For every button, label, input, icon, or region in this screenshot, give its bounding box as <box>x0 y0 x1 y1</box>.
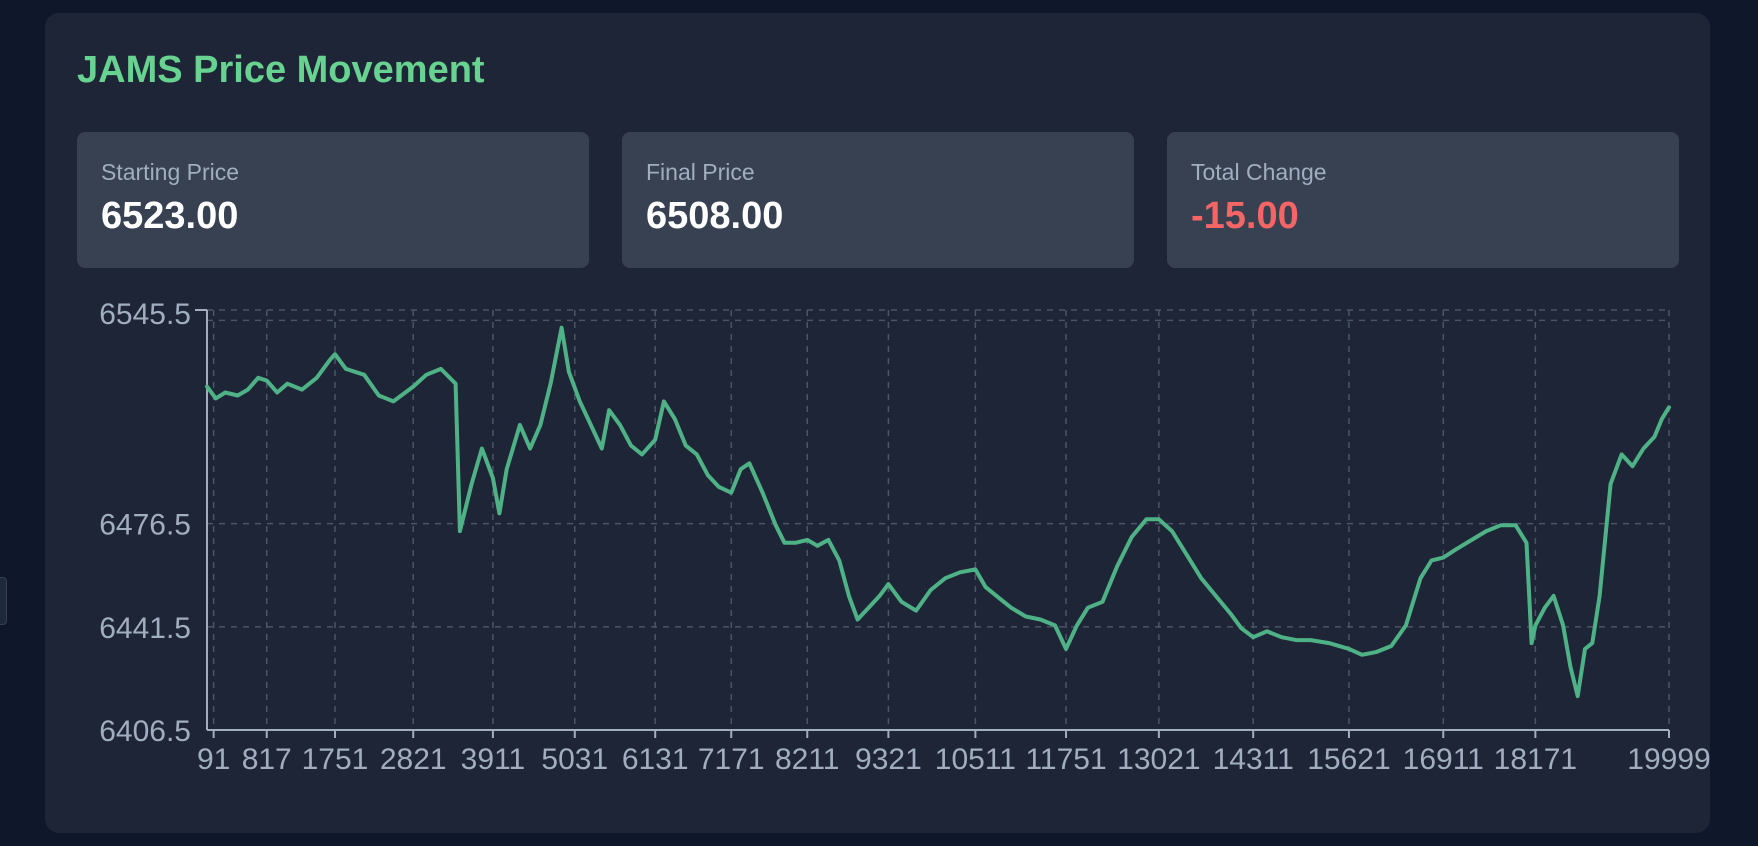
x-tick-label: 5031 <box>541 743 608 776</box>
x-tick-label: 2821 <box>380 743 447 776</box>
starting-price-value: 6523.00 <box>101 195 239 237</box>
x-tick-label: 13021 <box>1117 743 1200 776</box>
total-change-value: -15.00 <box>1191 195 1299 237</box>
side-panel-tab[interactable] <box>0 577 7 625</box>
price-series-line <box>205 325 1671 699</box>
x-tick-label: 817 <box>242 743 292 776</box>
x-tick-label: 11751 <box>1025 743 1106 776</box>
total-change-card: Total Change -15.00 <box>1167 132 1679 268</box>
x-tick-label: 10511 <box>935 743 1016 776</box>
starting-price-label: Starting Price <box>101 159 240 185</box>
x-tick-label: 14311 <box>1213 743 1294 776</box>
x-tick-label: 1751 <box>302 743 369 776</box>
x-tick-label: 7171 <box>698 743 765 776</box>
x-tick-label: 8211 <box>775 743 840 776</box>
x-tick-label: 18171 <box>1494 743 1577 776</box>
chart-panel: JAMS Price Movement Starting Price 6523.… <box>45 13 1710 833</box>
x-tick-label: 3911 <box>461 743 526 776</box>
final-price-card: Final Price 6508.00 <box>622 132 1134 268</box>
y-tick-label: 6476.5 <box>99 509 191 542</box>
y-tick-label: 6406.5 <box>99 715 191 748</box>
final-price-label: Final Price <box>646 159 755 185</box>
y-tick-label: 6545.5 <box>99 298 191 331</box>
x-tick-label: 19999 <box>1627 743 1710 776</box>
x-tick-label: 6131 <box>622 743 689 776</box>
starting-price-card: Starting Price 6523.00 <box>77 132 589 268</box>
y-tick-label: 6441.5 <box>99 612 191 645</box>
x-tick-label: 15621 <box>1307 743 1390 776</box>
page-title: JAMS Price Movement <box>77 49 485 91</box>
total-change-label: Total Change <box>1191 159 1327 185</box>
x-tick-label: 91 <box>197 743 230 776</box>
final-price-value: 6508.00 <box>646 195 784 237</box>
x-tick-label: 9321 <box>855 743 922 776</box>
x-tick-label: 16911 <box>1403 743 1484 776</box>
